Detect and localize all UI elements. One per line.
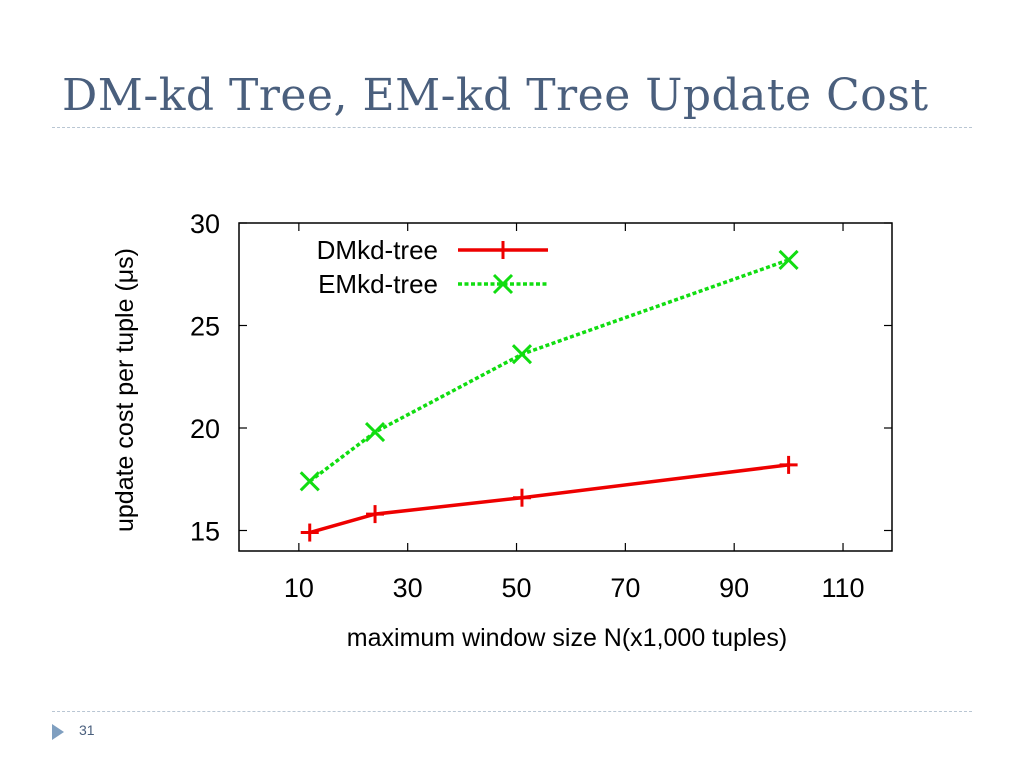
- line-chart: 10 30 50 70 90 110 15 20 25 30 DMkd-tree EMkd-tree…: [111, 209, 893, 652]
- slide-title: DM-kd Tree, EM-kd Tree Update Cost: [62, 70, 929, 121]
- title-divider: [52, 127, 972, 128]
- y-tick-label: 15: [190, 517, 220, 547]
- data-point-1-2: [511, 344, 533, 365]
- x-tick-label: 110: [822, 573, 865, 603]
- triangle-bullet-icon: [52, 724, 64, 740]
- data-point-0-1: [366, 505, 385, 524]
- series-line-0: [309, 463, 789, 535]
- data-point-1-3: [778, 249, 799, 270]
- x-tick-label: 70: [610, 573, 640, 603]
- x-axis-label: maximum window size N(x1,000 tuples): [347, 624, 787, 652]
- legend-label: DMkd-tree: [317, 235, 438, 265]
- chart-legend: DMkd-tree EMkd-tree: [317, 235, 548, 299]
- legend-swatch-marker: [494, 241, 512, 259]
- chart-ticks: 10 30 50 70 90 110 15 20 25 30: [190, 209, 892, 603]
- x-tick-label: 90: [719, 573, 749, 603]
- y-tick-label: 20: [190, 414, 220, 444]
- plot-frame: [238, 222, 893, 552]
- y-axis-label: update cost per tuple (μs): [111, 248, 139, 532]
- footer-divider: [52, 711, 972, 712]
- data-point-1-0: [299, 471, 320, 492]
- data-point-0-2: [512, 488, 531, 507]
- data-point-0-0: [300, 523, 319, 542]
- slide-number: 31: [79, 722, 95, 738]
- x-tick-label: 10: [284, 573, 314, 603]
- chart-series: [299, 249, 799, 542]
- series-line-1: [308, 258, 790, 483]
- legend-label: EMkd-tree: [318, 269, 438, 299]
- legend-swatch-marker: [492, 273, 514, 295]
- x-tick-label: 50: [502, 573, 532, 603]
- y-tick-label: 30: [190, 209, 220, 239]
- chart-axes: [238, 222, 893, 552]
- data-point-0-3: [779, 455, 798, 474]
- y-tick-label: 25: [190, 312, 220, 342]
- x-tick-label: 30: [393, 573, 423, 603]
- data-point-1-1: [364, 422, 386, 443]
